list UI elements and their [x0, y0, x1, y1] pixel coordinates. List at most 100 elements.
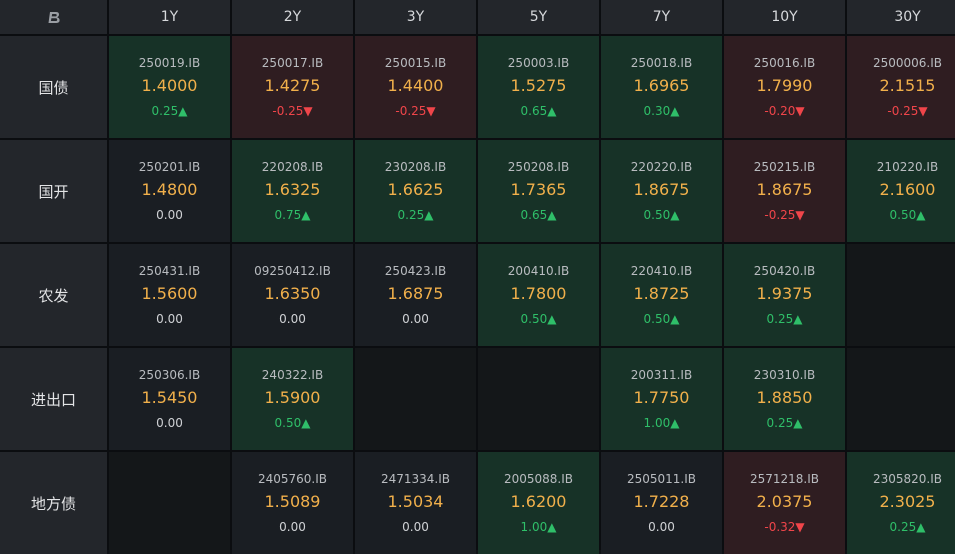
- bond-code: 250420.IB: [753, 264, 816, 278]
- bond-yield: 1.8675: [756, 180, 813, 199]
- quote-cell[interactable]: 2505011.IB 1.7228 0.00: [601, 452, 722, 554]
- bond-code: 210220.IB: [876, 160, 939, 174]
- bond-yield: 1.5900: [264, 388, 321, 407]
- quote-cell[interactable]: 2500006.IB 2.1515 -0.25▼: [847, 36, 955, 138]
- bond-code: 220410.IB: [630, 264, 693, 278]
- tenor-header-5y[interactable]: 5Y: [478, 0, 599, 34]
- quote-cell[interactable]: 250016.IB 1.7990 -0.20▼: [724, 36, 845, 138]
- bond-code: 2571218.IB: [749, 472, 820, 486]
- bond-code: 250019.IB: [138, 56, 201, 70]
- yield-change: -0.32▼: [764, 520, 805, 534]
- bond-code: 250208.IB: [507, 160, 570, 174]
- row-label: 国开: [0, 140, 107, 242]
- tenor-header-7y[interactable]: 7Y: [601, 0, 722, 34]
- yield-change: -0.25▼: [272, 104, 313, 118]
- bond-code: 230208.IB: [384, 160, 447, 174]
- quote-cell[interactable]: 250018.IB 1.6965 0.30▲: [601, 36, 722, 138]
- bond-code: 2305820.IB: [872, 472, 943, 486]
- yield-change: 0.25▲: [766, 416, 803, 430]
- quote-cell[interactable]: 250017.IB 1.4275 -0.25▼: [232, 36, 353, 138]
- yield-change: 0.00: [279, 312, 306, 326]
- bond-code: 220220.IB: [630, 160, 693, 174]
- empty-quote-cell: [355, 348, 476, 450]
- quote-cell[interactable]: 2471334.IB 1.5034 0.00: [355, 452, 476, 554]
- quote-cell[interactable]: 250208.IB 1.7365 0.65▲: [478, 140, 599, 242]
- quote-cell[interactable]: 250003.IB 1.5275 0.65▲: [478, 36, 599, 138]
- yield-change: 0.50▲: [643, 208, 680, 222]
- yield-change: 0.00: [156, 312, 183, 326]
- bond-yield: 1.6965: [633, 76, 690, 95]
- bond-yield: 1.7800: [510, 284, 567, 303]
- bond-yield: 1.8675: [633, 180, 690, 199]
- yield-change: -0.25▼: [764, 208, 805, 222]
- quote-cell[interactable]: 250306.IB 1.5450 0.00: [109, 348, 230, 450]
- empty-quote-cell: [478, 348, 599, 450]
- quote-cell[interactable]: 2305820.IB 2.3025 0.25▲: [847, 452, 955, 554]
- quote-cell[interactable]: 200311.IB 1.7750 1.00▲: [601, 348, 722, 450]
- empty-quote-cell: [847, 348, 955, 450]
- bond-yield: 1.5600: [141, 284, 198, 303]
- row-label: 地方债: [0, 452, 107, 554]
- yield-change: 0.25▲: [766, 312, 803, 326]
- quote-cell[interactable]: 230208.IB 1.6625 0.25▲: [355, 140, 476, 242]
- bond-code: 250431.IB: [138, 264, 201, 278]
- bond-yield: 1.9375: [756, 284, 813, 303]
- tenor-header-1y[interactable]: 1Y: [109, 0, 230, 34]
- quote-cell[interactable]: 250423.IB 1.6875 0.00: [355, 244, 476, 346]
- yield-change: 0.25▲: [151, 104, 188, 118]
- quote-cell[interactable]: 240322.IB 1.5900 0.50▲: [232, 348, 353, 450]
- yield-change: 0.00: [648, 520, 675, 534]
- bond-code: 2471334.IB: [380, 472, 451, 486]
- yield-change: 0.30▲: [643, 104, 680, 118]
- bond-yield: 1.6625: [387, 180, 444, 199]
- yield-change: 0.00: [156, 208, 183, 222]
- row-label: 国债: [0, 36, 107, 138]
- bond-yield: 1.6325: [264, 180, 321, 199]
- empty-quote-cell: [847, 244, 955, 346]
- bond-yield: 2.0375: [756, 492, 813, 511]
- quote-cell[interactable]: 09250412.IB 1.6350 0.00: [232, 244, 353, 346]
- bond-yield: 1.5034: [387, 492, 444, 511]
- quote-cell[interactable]: 230310.IB 1.8850 0.25▲: [724, 348, 845, 450]
- bond-yield: 2.3025: [879, 492, 936, 511]
- quote-cell[interactable]: 220220.IB 1.8675 0.50▲: [601, 140, 722, 242]
- yield-change: 0.25▲: [889, 520, 926, 534]
- tenor-header-10y[interactable]: 10Y: [724, 0, 845, 34]
- quote-cell[interactable]: 2571218.IB 2.0375 -0.32▼: [724, 452, 845, 554]
- yield-change: 0.00: [402, 520, 429, 534]
- quote-cell[interactable]: 220208.IB 1.6325 0.75▲: [232, 140, 353, 242]
- bond-code: 220208.IB: [261, 160, 324, 174]
- bond-yield: 1.5450: [141, 388, 198, 407]
- tenor-header-2y[interactable]: 2Y: [232, 0, 353, 34]
- quote-cell[interactable]: 210220.IB 2.1600 0.50▲: [847, 140, 955, 242]
- bond-yield: 1.4400: [387, 76, 444, 95]
- yield-change: 0.00: [279, 520, 306, 534]
- tenor-header-30y[interactable]: 30Y: [847, 0, 955, 34]
- bond-yield: 1.5275: [510, 76, 567, 95]
- quote-cell[interactable]: 2005088.IB 1.6200 1.00▲: [478, 452, 599, 554]
- quote-cell[interactable]: 2405760.IB 1.5089 0.00: [232, 452, 353, 554]
- tenor-header-3y[interactable]: 3Y: [355, 0, 476, 34]
- quote-cell[interactable]: 250019.IB 1.4000 0.25▲: [109, 36, 230, 138]
- quote-cell[interactable]: 250201.IB 1.4800 0.00: [109, 140, 230, 242]
- brand-logo-icon: [48, 11, 60, 23]
- bond-yield: 1.4000: [141, 76, 198, 95]
- row-label: 进出口: [0, 348, 107, 450]
- quote-cell[interactable]: 250431.IB 1.5600 0.00: [109, 244, 230, 346]
- bond-code: 240322.IB: [261, 368, 324, 382]
- yield-change: 0.00: [156, 416, 183, 430]
- quote-cell[interactable]: 200410.IB 1.7800 0.50▲: [478, 244, 599, 346]
- bond-code: 2005088.IB: [503, 472, 574, 486]
- bond-yield: 1.4275: [264, 76, 321, 95]
- bond-yield: 1.7990: [756, 76, 813, 95]
- quote-cell[interactable]: 250215.IB 1.8675 -0.25▼: [724, 140, 845, 242]
- quote-cell[interactable]: 220410.IB 1.8725 0.50▲: [601, 244, 722, 346]
- quote-cell[interactable]: 250420.IB 1.9375 0.25▲: [724, 244, 845, 346]
- bond-code: 250423.IB: [384, 264, 447, 278]
- bond-code: 250018.IB: [630, 56, 693, 70]
- bond-code: 250003.IB: [507, 56, 570, 70]
- bond-code: 250015.IB: [384, 56, 447, 70]
- quote-cell[interactable]: 250015.IB 1.4400 -0.25▼: [355, 36, 476, 138]
- yield-change: -0.25▼: [395, 104, 436, 118]
